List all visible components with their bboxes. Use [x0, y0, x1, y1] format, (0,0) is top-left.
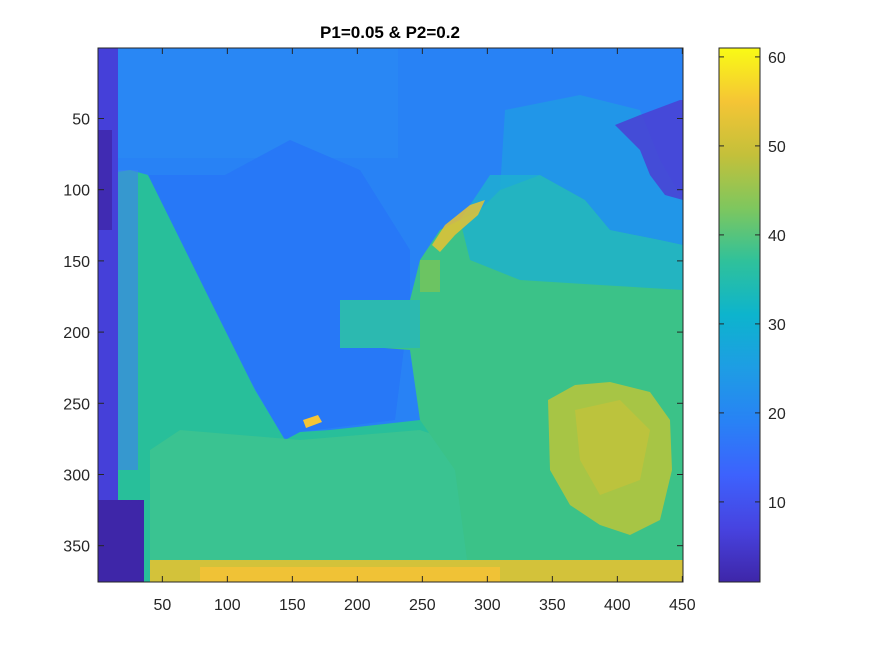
x-tick-label: 300 — [474, 597, 501, 614]
heatmap-speck-green — [420, 260, 440, 292]
colorbar — [719, 48, 760, 582]
heatmap-region-left-gradient — [118, 170, 138, 470]
y-tick-label: 250 — [63, 396, 90, 413]
colorbar-tick-label: 60 — [768, 50, 786, 67]
x-tick-label: 250 — [409, 597, 436, 614]
y-tick-label: 200 — [63, 325, 90, 342]
y-tick-label: 100 — [63, 183, 90, 200]
x-axis: 50 100 150 200 250 300 350 400 450 — [153, 48, 696, 614]
plot-frame — [97, 47, 684, 583]
heatmap-speck-apex — [303, 415, 322, 428]
x-tick-label: 200 — [344, 597, 371, 614]
heatmap-region-lower-middle — [150, 430, 480, 582]
heatmap-region-sky-light — [98, 48, 398, 158]
y-tick-label: 300 — [63, 467, 90, 484]
x-tick-label: 450 — [669, 597, 696, 614]
colorbar-tick-label: 30 — [768, 317, 786, 334]
y-tick-label: 150 — [63, 254, 90, 271]
colorbar-tick-label: 50 — [768, 139, 786, 156]
y-axis: 50 100 150 200 250 300 350 — [63, 111, 683, 556]
y-tick-label: 50 — [72, 111, 90, 128]
x-tick-label: 50 — [153, 597, 171, 614]
x-tick-label: 100 — [214, 597, 241, 614]
colorbar-tick-label: 10 — [768, 495, 786, 512]
chart-title: P1=0.05 & P2=0.2 — [320, 23, 460, 42]
colorbar-tick-label: 20 — [768, 406, 786, 423]
heatmap-region-left-dark-2 — [98, 500, 144, 582]
heatmap-image — [98, 48, 683, 582]
heatmap-region-bottom-hot — [200, 567, 500, 582]
heatmap-region-left-dark-1 — [98, 130, 112, 230]
colorbar-frame — [718, 47, 761, 583]
colorbar-axis: 10 20 30 40 50 60 — [719, 50, 786, 512]
heatmap-region-right-teal — [460, 175, 683, 290]
x-tick-label: 150 — [279, 597, 306, 614]
x-tick-label: 350 — [539, 597, 566, 614]
heatmap-region-step-block — [340, 300, 420, 348]
x-tick-label: 400 — [604, 597, 631, 614]
heatmap-region-bright-core — [575, 400, 650, 495]
heatmap-speck-ridge — [432, 200, 485, 252]
heatmap-region-upper-right-dark — [615, 100, 683, 200]
y-tick-label: 350 — [63, 539, 90, 556]
heatmap-region-wedge — [140, 140, 410, 440]
colorbar-tick-label: 40 — [768, 228, 786, 245]
